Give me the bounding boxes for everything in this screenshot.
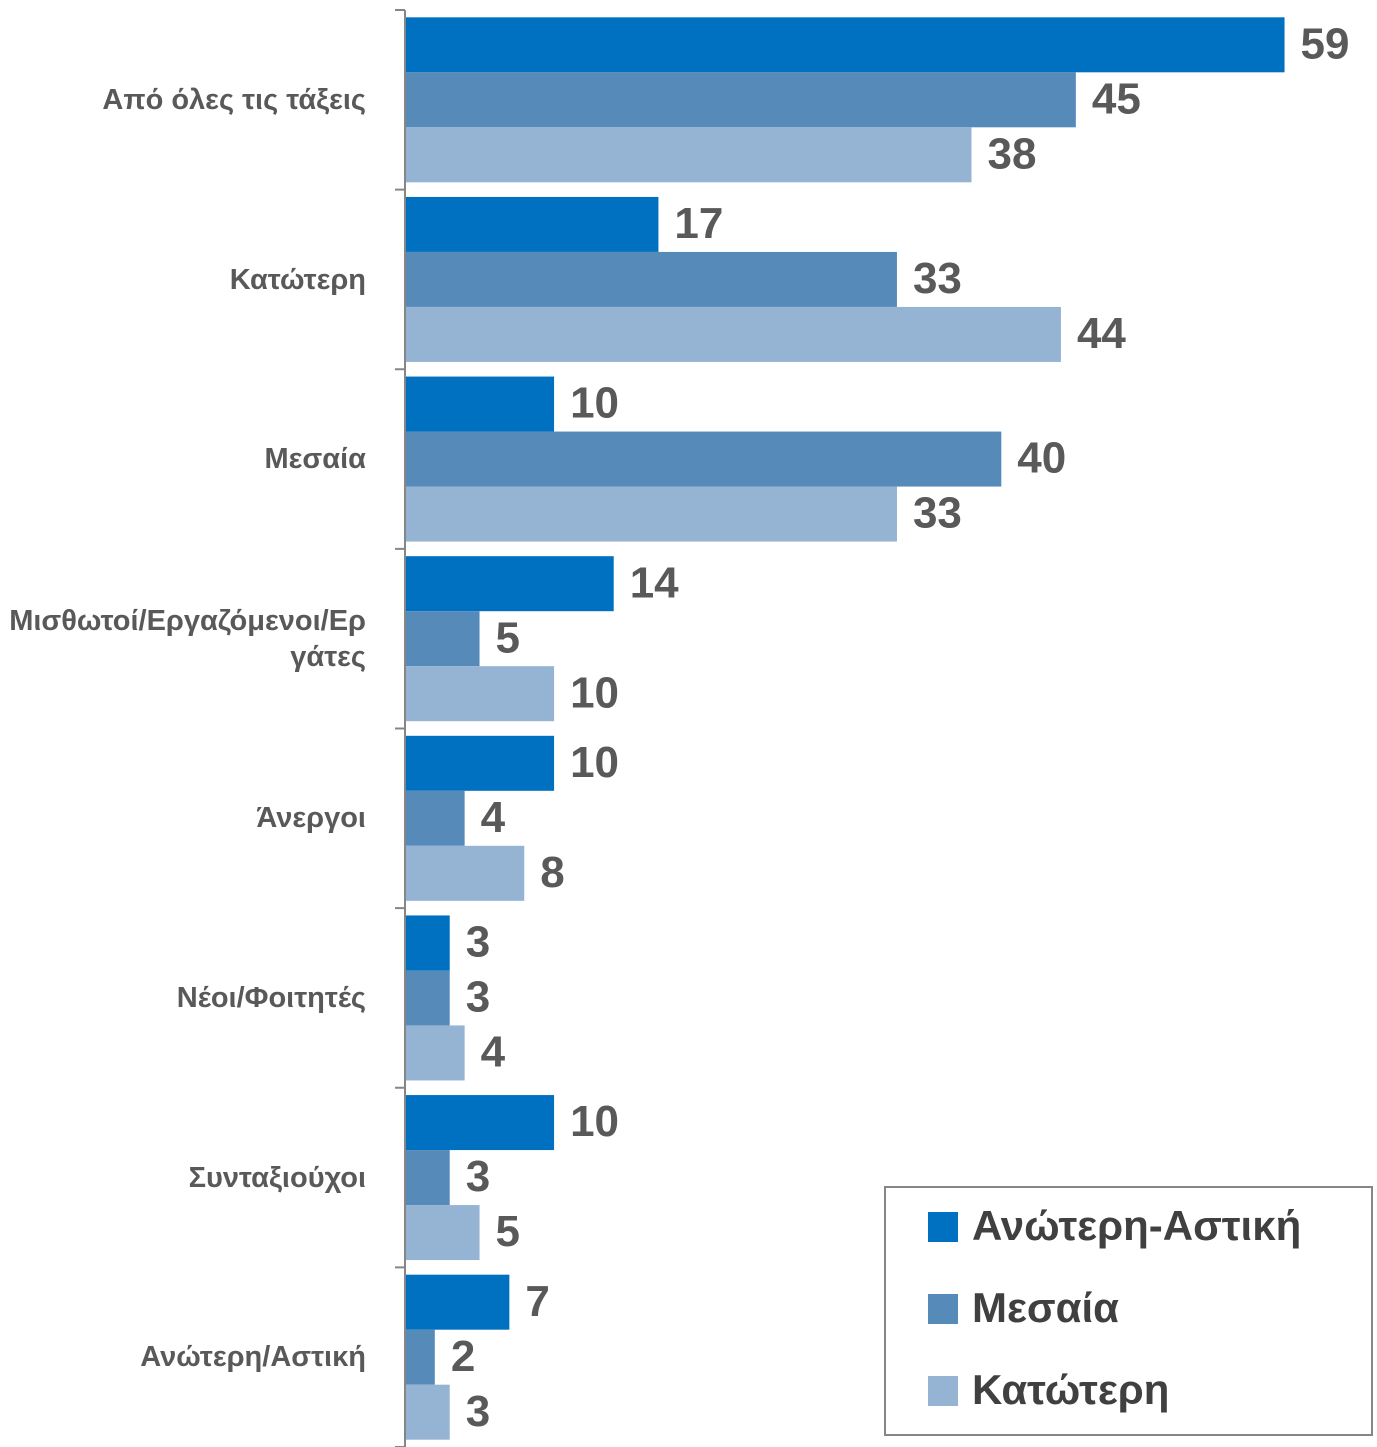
category-label: Νέοι/Φοιτητές	[176, 982, 366, 1014]
bar	[405, 1095, 555, 1151]
bar	[405, 17, 1285, 73]
category-label-box: Από όλες τις τάξεις	[102, 83, 366, 116]
value-label: 33	[913, 489, 962, 538]
value-label: 14	[630, 558, 679, 607]
legend-swatch	[928, 1294, 958, 1324]
bar	[405, 970, 450, 1026]
value-label: 2	[451, 1332, 475, 1381]
value-label: 4	[481, 793, 506, 842]
bar	[405, 611, 480, 667]
value-label: 10	[570, 668, 619, 717]
category-label: Συνταξιούχοι	[188, 1161, 366, 1194]
bar	[405, 486, 897, 542]
legend-label: Κατώτερη	[972, 1366, 1169, 1413]
value-label: 38	[987, 129, 1036, 178]
bar	[405, 376, 555, 432]
bar	[405, 1150, 450, 1206]
bar	[405, 1274, 510, 1330]
legend-swatch	[928, 1212, 958, 1242]
category-label: Μεσαία	[264, 443, 366, 476]
category-label-box: Άνεργοι	[256, 802, 366, 835]
category-label-box: Μισθωτοί/Εργαζόμενοι/Εργάτες	[9, 604, 366, 673]
bar	[405, 431, 1002, 487]
value-label: 33	[913, 254, 962, 303]
bar	[405, 1025, 465, 1081]
bar	[405, 251, 897, 307]
value-label: 5	[496, 1207, 520, 1256]
legend-label: Ανώτερη-Αστική	[972, 1202, 1301, 1249]
category-label: Από όλες τις τάξεις	[102, 83, 366, 116]
value-label: 4	[481, 1028, 506, 1077]
value-label: 17	[674, 199, 723, 248]
category-label: Κατώτερη	[229, 263, 366, 296]
bar	[405, 127, 972, 183]
legend-swatch	[928, 1376, 958, 1406]
bar	[405, 72, 1076, 128]
bar	[405, 735, 555, 791]
value-label: 44	[1077, 309, 1126, 358]
value-label: 8	[540, 848, 564, 897]
value-label: 3	[466, 1387, 490, 1436]
value-label: 10	[570, 738, 619, 787]
bar	[405, 1205, 480, 1261]
value-label: 45	[1092, 74, 1141, 123]
bar	[405, 845, 525, 901]
category-label-box: Μεσαία	[264, 443, 366, 476]
value-label: 59	[1301, 19, 1350, 68]
category-label: Μισθωτοί/Εργαζόμενοι/Εργάτες	[9, 604, 366, 673]
value-label: 5	[496, 613, 520, 662]
category-label-box: Κατώτερη	[229, 263, 366, 296]
value-label: 3	[466, 973, 490, 1022]
value-label: 3	[466, 918, 490, 967]
bar	[405, 556, 614, 612]
bar	[405, 1384, 450, 1440]
value-label: 3	[466, 1152, 490, 1201]
value-label: 40	[1017, 434, 1066, 483]
legend-label: Μεσαία	[972, 1284, 1119, 1331]
category-label-box: Ανώτερη/Αστική	[140, 1341, 366, 1374]
bar	[405, 1329, 435, 1385]
bar	[405, 790, 465, 846]
value-label: 10	[570, 379, 619, 428]
category-label-box: Νέοι/Φοιτητές	[176, 982, 366, 1014]
legend-box	[884, 1186, 1373, 1436]
bar	[405, 306, 1061, 362]
category-label: Ανώτερη/Αστική	[140, 1341, 366, 1374]
category-label-box: Συνταξιούχοι	[188, 1161, 366, 1194]
value-label: 7	[525, 1277, 549, 1326]
bar	[405, 915, 450, 971]
value-label: 10	[570, 1097, 619, 1146]
bar	[405, 196, 659, 252]
category-label: Άνεργοι	[256, 802, 366, 835]
bar	[405, 666, 555, 722]
